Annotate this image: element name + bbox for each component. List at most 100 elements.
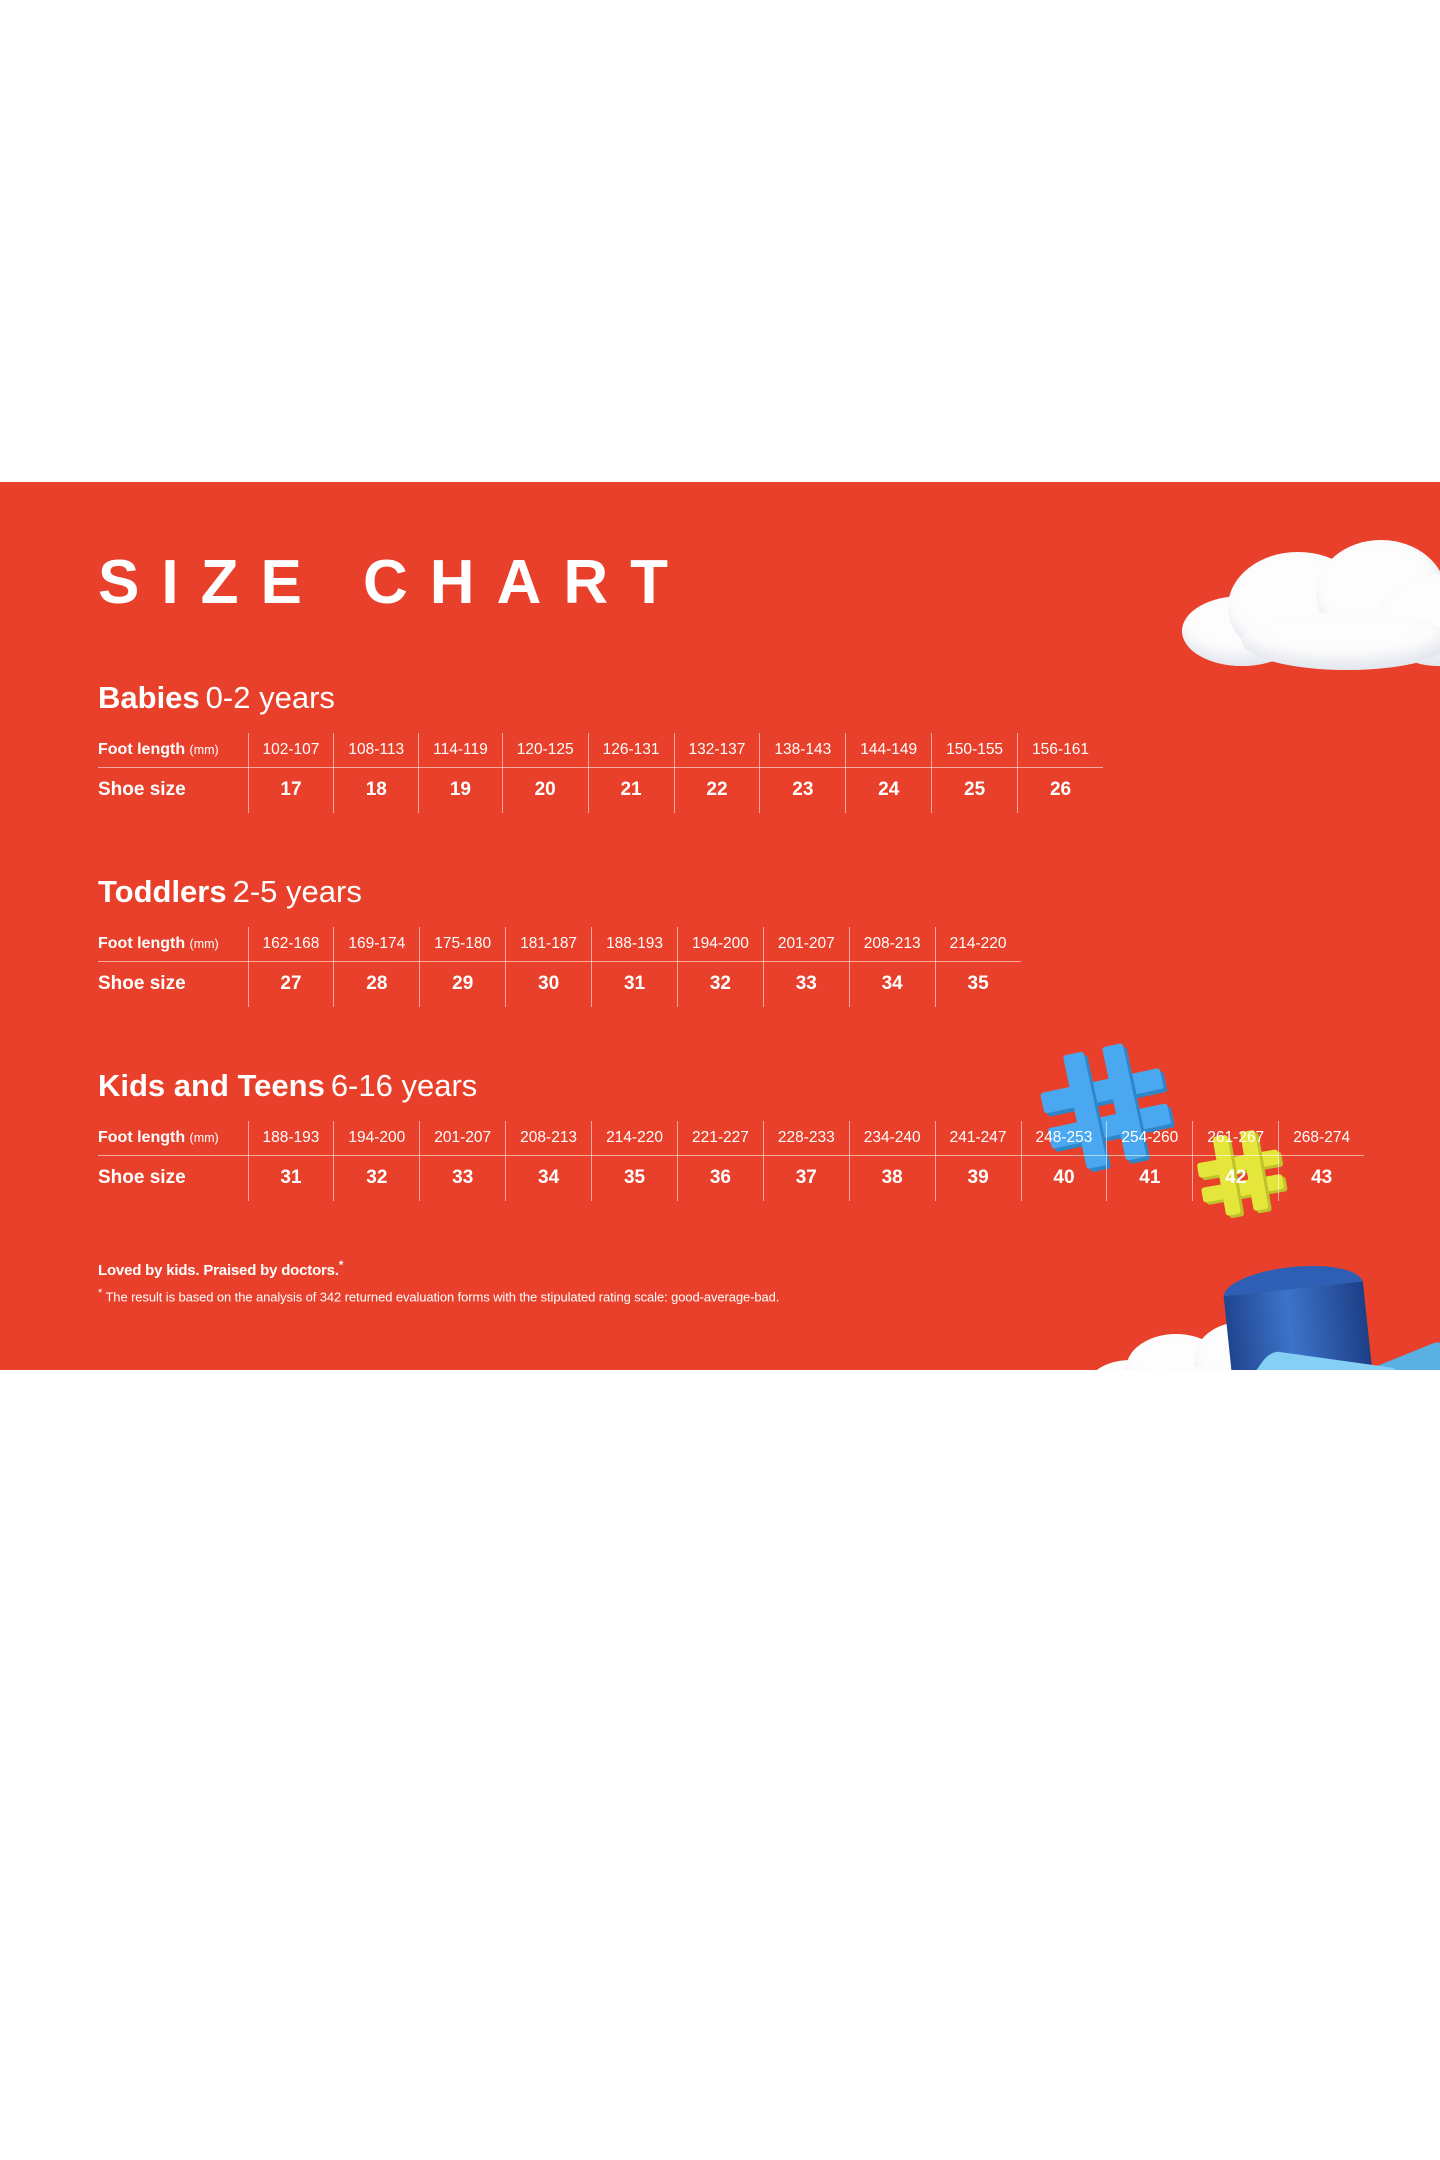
cell-shoe-size: 28 xyxy=(333,961,421,1007)
cell-shoe-size: 21 xyxy=(588,767,675,813)
cell-foot-length: 241-247 xyxy=(935,1121,1022,1156)
row-header-label: Foot length xyxy=(98,740,186,758)
row-header-shoe-size: Shoe size xyxy=(98,767,249,813)
cell-foot-length: 181-187 xyxy=(505,927,593,962)
page-title: SIZE CHART xyxy=(98,548,690,617)
cell-shoe-size: 43 xyxy=(1311,1167,1333,1189)
table-row-shoe-size: Shoe size 31 32 33 34 35 36 37 38 39 40 … xyxy=(98,1155,1364,1201)
section-name: Babies xyxy=(98,680,200,715)
table-row-foot-length: Foot length (mm) 188-193 194-200 201-207… xyxy=(98,1121,1365,1156)
cell-shoe-size: 23 xyxy=(759,767,847,813)
cell-foot-length: 201-207 xyxy=(763,927,850,962)
cell-foot-length: 138-143 xyxy=(759,733,847,768)
cell-foot-length: 268-274 xyxy=(1278,1121,1365,1156)
section-babies: Babies 0-2 years Foot length (mm) 102-107… xyxy=(98,682,1103,813)
cell-shoe-size: 41 xyxy=(1106,1155,1194,1201)
cell-shoe-size: 26 xyxy=(1049,779,1072,801)
cell-foot-length: 234-240 xyxy=(849,1121,936,1156)
row-header-label: Foot length xyxy=(98,1128,186,1146)
cell-shoe-size: 40 xyxy=(1021,1155,1108,1201)
cell-foot-length: 175-180 xyxy=(419,927,507,962)
cell-foot-length: 169-174 xyxy=(333,927,421,962)
footer-note-marker: * xyxy=(98,1287,103,1299)
cell-shoe-size: 36 xyxy=(677,1155,764,1201)
cell-shoe-size: 22 xyxy=(674,767,761,813)
cell-shoe-size: 25 xyxy=(931,767,1019,813)
cell-foot-length: 194-200 xyxy=(333,1121,421,1156)
cell-shoe-size: 17 xyxy=(248,767,335,813)
cell-shoe-size: 32 xyxy=(333,1155,421,1201)
row-header-shoe-size: Shoe size xyxy=(98,961,249,1007)
cell-shoe-size: 34 xyxy=(505,1155,593,1201)
section-heading-babies: Babies 0-2 years xyxy=(98,682,1103,713)
table-row-foot-length: Foot length (mm) 162-168 169-174 175-180… xyxy=(98,927,1021,962)
footer-tagline: Loved by kids. Praised by doctors.* xyxy=(98,1258,779,1279)
footer-note-text: The result is based on the analysis of 3… xyxy=(105,1289,780,1305)
section-age-range: 0-2 years xyxy=(205,680,335,715)
cell-foot-length: 102-107 xyxy=(248,733,335,768)
cell-shoe-size: 31 xyxy=(591,961,678,1007)
cell-shoe-size: 20 xyxy=(502,767,589,813)
cell-foot-length: 156-161 xyxy=(1017,733,1103,768)
cell-foot-length: 144-149 xyxy=(845,733,933,768)
footer-tagline-text: Loved by kids. Praised by doctors. xyxy=(98,1262,339,1279)
cell-shoe-size: 35 xyxy=(591,1155,678,1201)
cell-foot-length: 201-207 xyxy=(419,1121,507,1156)
cell-foot-length: 188-193 xyxy=(591,927,678,962)
cell-shoe-size: 35 xyxy=(967,973,989,995)
cell-foot-length: 228-233 xyxy=(763,1121,850,1156)
section-heading-kids-and-teens: Kids and Teens 6-16 years xyxy=(98,1070,1364,1101)
cell-shoe-size: 42 xyxy=(1192,1155,1280,1201)
cell-foot-length: 261-267 xyxy=(1192,1121,1280,1156)
size-table-kids-and-teens: Foot length (mm) 188-193 194-200 201-207… xyxy=(98,1121,1365,1201)
section-name: Kids and Teens xyxy=(98,1068,325,1103)
cell-foot-length: 162-168 xyxy=(248,927,335,962)
row-header-unit: (mm) xyxy=(189,1130,219,1145)
cell-foot-length: 188-193 xyxy=(248,1121,335,1156)
size-table-toddlers: Foot length (mm) 162-168 169-174 175-180… xyxy=(98,927,1021,1007)
cell-shoe-size: 30 xyxy=(505,961,593,1007)
cell-foot-length: 126-131 xyxy=(588,733,675,768)
cell-foot-length: 208-213 xyxy=(505,1121,593,1156)
cell-shoe-size: 34 xyxy=(849,961,936,1007)
cell-shoe-size: 38 xyxy=(849,1155,936,1201)
section-age-range: 2-5 years xyxy=(232,874,362,909)
table-row-shoe-size: Shoe size 17 18 19 20 21 22 23 24 25 26 xyxy=(98,767,1103,813)
footer-tagline-marker: * xyxy=(338,1258,344,1272)
section-heading-toddlers: Toddlers 2-5 years xyxy=(98,876,1021,907)
cell-shoe-size: 18 xyxy=(333,767,420,813)
cell-shoe-size: 33 xyxy=(763,961,850,1007)
cell-foot-length: 214-220 xyxy=(591,1121,678,1156)
cell-shoe-size: 32 xyxy=(677,961,764,1007)
cell-shoe-size: 29 xyxy=(419,961,507,1007)
cell-shoe-size: 37 xyxy=(763,1155,850,1201)
cell-foot-length: 254-260 xyxy=(1106,1121,1194,1156)
table-row-foot-length: Foot length (mm) 102-107 108-113 114-119… xyxy=(98,733,1103,768)
row-header-foot-length: Foot length (mm) xyxy=(98,927,249,962)
cell-foot-length: 208-213 xyxy=(849,927,936,962)
footer-note: * The result is based on the analysis of… xyxy=(98,1287,779,1304)
size-table-babies: Foot length (mm) 102-107 108-113 114-119… xyxy=(98,733,1103,813)
cell-foot-length: 194-200 xyxy=(677,927,764,962)
cell-shoe-size: 19 xyxy=(418,767,503,813)
cell-shoe-size: 27 xyxy=(248,961,335,1007)
row-header-foot-length: Foot length (mm) xyxy=(98,733,249,768)
cell-foot-length: 221-227 xyxy=(677,1121,764,1156)
cell-shoe-size: 33 xyxy=(419,1155,507,1201)
row-header-label: Foot length xyxy=(98,934,186,952)
cell-shoe-size: 31 xyxy=(248,1155,335,1201)
cloud-icon-mid-right xyxy=(1090,1322,1320,1370)
table-row-shoe-size: Shoe size 27 28 29 30 31 32 33 34 35 xyxy=(98,961,1021,1007)
cube-icon-blue xyxy=(1184,1251,1440,1370)
row-header-unit: (mm) xyxy=(189,936,219,951)
footer: Loved by kids. Praised by doctors.* * Th… xyxy=(98,1258,779,1304)
cell-foot-length: 114-119 xyxy=(418,733,503,768)
row-header-foot-length: Foot length (mm) xyxy=(98,1121,249,1156)
section-kids-and-teens: Kids and Teens 6-16 years Foot length (mm… xyxy=(98,1070,1365,1201)
cell-foot-length: 150-155 xyxy=(931,733,1019,768)
cell-foot-length: 248-253 xyxy=(1021,1121,1108,1156)
cell-foot-length: 120-125 xyxy=(502,733,589,768)
cell-foot-length: 132-137 xyxy=(674,733,761,768)
section-toddlers: Toddlers 2-5 years Foot length (mm) 162-1… xyxy=(98,876,1021,1007)
